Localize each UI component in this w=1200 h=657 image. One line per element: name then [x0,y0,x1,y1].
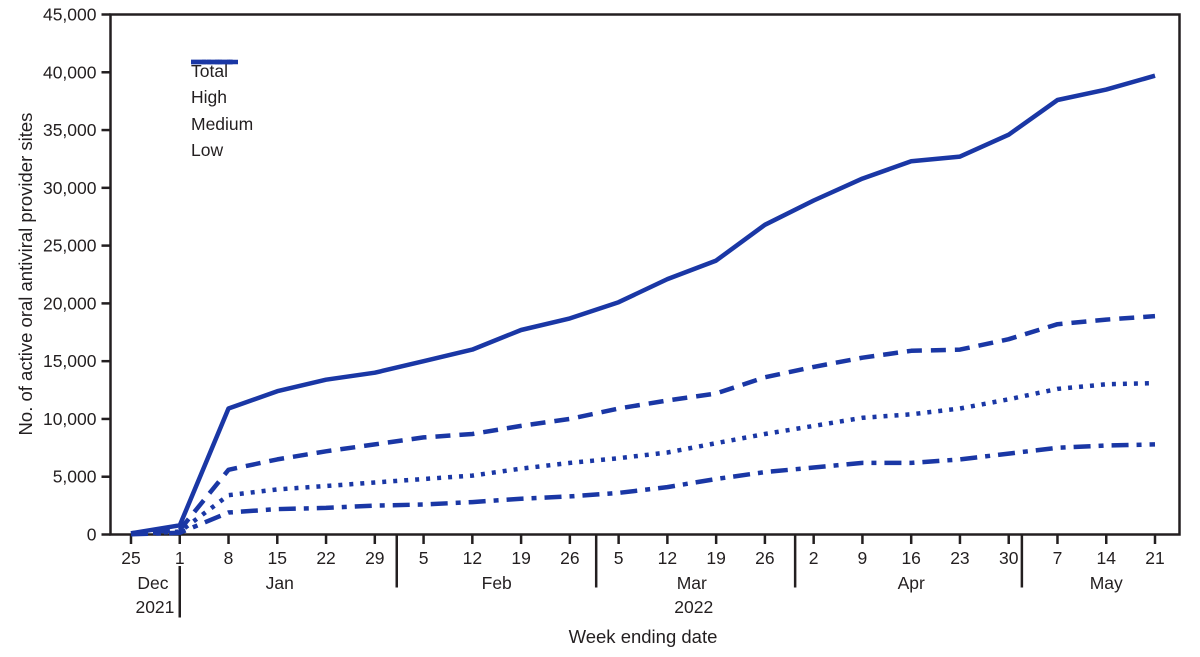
x-axis-tick-label: 19 [511,548,530,568]
legend-item-medium: Medium [191,59,254,138]
x-axis-tick-label: 23 [950,548,969,568]
year-label: 2022 [674,597,713,617]
x-axis-tick-label: 5 [614,548,624,568]
series-line-high [130,313,1156,536]
x-axis-tick-label: 9 [858,548,868,568]
y-axis-tick-label: 30,000 [43,178,97,198]
plot-frame [109,13,1181,536]
series-line-total [130,73,1156,536]
x-axis-tick-label: 12 [658,548,677,568]
x-axis-tick-label: 29 [365,548,384,568]
x-axis-tick-label: 19 [706,548,725,568]
legend-line-sample-low-icon [202,59,238,65]
y-axis-tick-label: 35,000 [43,120,97,140]
y-axis-tick-label: 15,000 [43,351,97,371]
legend-item-high: High [191,59,253,112]
x-axis-tick-label: 7 [1053,548,1063,568]
x-axis-tick-label: 16 [901,548,920,568]
x-axis-tick-label: 2 [809,548,819,568]
x-axis-tick-label: 26 [755,548,774,568]
y-axis-tick-label: 25,000 [43,236,97,256]
x-axis-tick-label: 8 [224,548,234,568]
x-axis-tick-label: 12 [463,548,482,568]
y-axis-tick-label: 40,000 [43,62,97,82]
x-axis-title: Week ending date [568,626,718,647]
month-label: Mar [677,573,707,593]
legend-label-high: High [191,87,227,107]
month-label: Feb [482,573,512,593]
y-axis-tick-label: 0 [87,525,97,545]
legend-label-total: Total [191,60,228,81]
month-label: May [1090,573,1123,593]
y-axis-title: No. of active oral antiviral provider si… [15,112,36,436]
legend-line-sample-high-icon [191,59,238,65]
month-label: Apr [898,573,925,593]
year-label: 2021 [135,597,174,617]
x-axis-tick-label: 1 [175,548,185,568]
x-axis-tick-label: 30 [999,548,1019,568]
legend-label-low: Low [191,140,224,160]
legend-label-medium: Medium [191,113,254,134]
x-axis-tick-label: 22 [316,548,335,568]
month-label: Dec [137,573,168,593]
y-axis-tick-label: 5,000 [53,467,97,487]
x-axis-tick-label: 21 [1145,548,1164,568]
month-label: Jan [266,573,294,593]
series-line-medium [130,380,1156,537]
legend-item-low: Low [191,59,253,165]
legend: Total High Medium Low [191,58,253,164]
x-axis-tick-label: 25 [121,548,140,568]
x-axis-tick-label: 14 [1097,548,1117,568]
x-axis-tick-label: 5 [419,548,429,568]
legend-line-sample-medium-icon [207,59,238,65]
x-axis-tick-label: 26 [560,548,579,568]
y-axis-tick-label: 45,000 [43,5,97,25]
y-axis-tick-label: 20,000 [43,293,97,313]
y-axis-tick-label: 10,000 [43,409,97,429]
x-axis-tick-label: 15 [268,548,287,568]
